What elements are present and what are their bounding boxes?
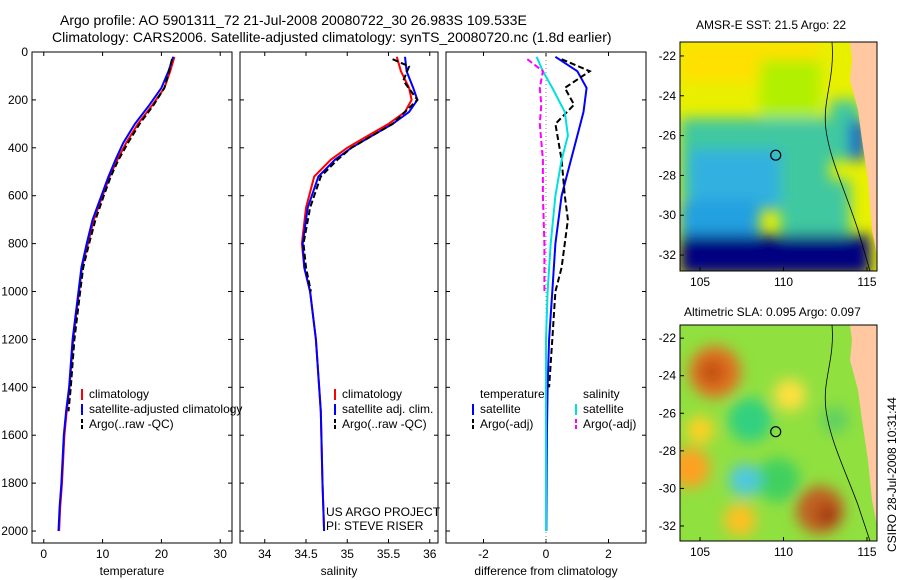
map-y-tick-label: -32 (659, 519, 677, 533)
sst-float-marker (770, 149, 782, 161)
y-tick-label: 800 (8, 237, 28, 251)
map-x-tick-label: 105 (690, 545, 710, 559)
sst-map-title: AMSR-E SST: 21.5 Argo: 22 (696, 18, 847, 32)
annotation-text: US ARGO PROJECT (326, 505, 441, 519)
legend-label: Argo(..raw -QC) (342, 417, 427, 431)
sla-map-title: Altimetric SLA: 0.095 Argo: 0.097 (684, 305, 861, 319)
x-axis-label: salinity (321, 564, 358, 578)
map-y-tick-label: -28 (659, 444, 677, 458)
series-line-2 (57, 56, 175, 532)
y-tick-label: 200 (8, 93, 28, 107)
chart-panel-1: 0 10 20 30 0 200 400 600 800 1000 1200 1400 1600 1800… (1, 45, 242, 578)
legend-label: Argo(-adj) (583, 417, 636, 431)
map-x-tick-label: 105 (690, 275, 710, 289)
map-x-tick-label: 115 (857, 545, 876, 559)
legend-label: satellite (480, 402, 521, 416)
x-tick-label: 30 (214, 547, 228, 561)
sst-coastline (824, 42, 871, 271)
map-x-tick-label: 115 (857, 275, 876, 289)
x-tick-label: 35.5 (377, 547, 401, 561)
y-tick-label: 1200 (1, 332, 28, 346)
sst-map (680, 42, 877, 271)
chart-title-line2: Climatology: CARS2006. Satellite-adjuste… (52, 29, 612, 45)
map-y-tick-label: -28 (659, 168, 677, 182)
series-line-3 (67, 58, 173, 412)
sla-coastline (824, 325, 871, 541)
map-y-tick-label: -32 (659, 248, 677, 262)
x-tick-label: 10 (96, 547, 110, 561)
map-y-tick-label: -24 (659, 89, 677, 103)
legend-label: climatology (89, 387, 149, 401)
legend-label: satellite adj. clim. (342, 402, 433, 416)
sla-map-frame (679, 324, 878, 542)
y-tick-label: 2000 (1, 524, 28, 538)
legend-label: Argo(..raw -QC) (89, 417, 174, 431)
map-axes-1: 105 110 115 -22 -24 -26 -28 -30 -32 (659, 49, 877, 289)
x-tick-label: 2 (605, 547, 612, 561)
y-tick-label: 0 (21, 45, 28, 59)
annotation-text: PI: STEVE RISER (326, 519, 424, 533)
y-tick-label: 1600 (1, 428, 28, 442)
sst-map-frame (679, 41, 878, 272)
chart-title-line1: Argo profile: AO 5901311_72 21-Jul-2008 … (60, 12, 527, 28)
sla-map (680, 325, 877, 541)
map-y-tick-label: -24 (659, 369, 677, 383)
map-y-tick-label: -30 (659, 481, 677, 495)
map-y-tick-label: -26 (659, 406, 677, 420)
x-tick-label: 0 (543, 547, 550, 561)
y-tick-label: 400 (8, 141, 28, 155)
y-tick-label: 1800 (1, 476, 28, 490)
legend-label: Argo(-adj) (480, 417, 533, 431)
x-axis-label: temperature (100, 564, 165, 578)
x-tick-label: 35 (341, 547, 355, 561)
map-y-tick-label: -30 (659, 208, 677, 222)
y-tick-label: 600 (8, 189, 28, 203)
x-tick-label: 34.5 (294, 547, 318, 561)
chart-panel-2: 34 34.5 35 35.5 36 salinity climatologysatelli… (239, 51, 441, 578)
map-y-tick-label: -22 (659, 331, 677, 345)
x-axis-label: difference from climatology (474, 564, 617, 578)
sla-land (850, 325, 877, 541)
series-line-3 (535, 56, 569, 531)
map-axes-2: 105 110 115 -22 -24 -26 -28 -30 -32 (659, 331, 877, 559)
legend-heading: temperature (480, 387, 545, 401)
x-tick-label: 34 (258, 547, 272, 561)
x-tick-label: -2 (478, 547, 489, 561)
legend-label: satellite-adjusted climatology (89, 402, 242, 416)
series-line-2 (548, 58, 592, 388)
x-tick-label: 0 (40, 547, 47, 561)
series-line-3 (302, 58, 419, 292)
legend-label: satellite (583, 402, 624, 416)
chart-panel-3: -2 0 2 difference from climatology temperatu… (445, 51, 647, 578)
x-tick-label: 36 (423, 547, 437, 561)
sla-float-marker (770, 426, 782, 438)
x-tick-label: 20 (155, 547, 169, 561)
y-tick-label: 1400 (1, 380, 28, 394)
plot-frame (31, 51, 233, 544)
map-y-tick-label: -22 (659, 49, 677, 63)
y-tick-label: 1000 (1, 285, 28, 299)
series-line-1 (545, 55, 588, 532)
map-x-tick-label: 110 (774, 545, 793, 559)
map-x-tick-label: 110 (774, 275, 793, 289)
legend-heading: salinity (583, 387, 620, 401)
map-y-tick-label: -26 (659, 129, 677, 143)
legend-label: climatology (342, 387, 402, 401)
plot-frame (239, 51, 439, 544)
series-line-4 (526, 58, 546, 292)
sst-land (850, 42, 877, 271)
